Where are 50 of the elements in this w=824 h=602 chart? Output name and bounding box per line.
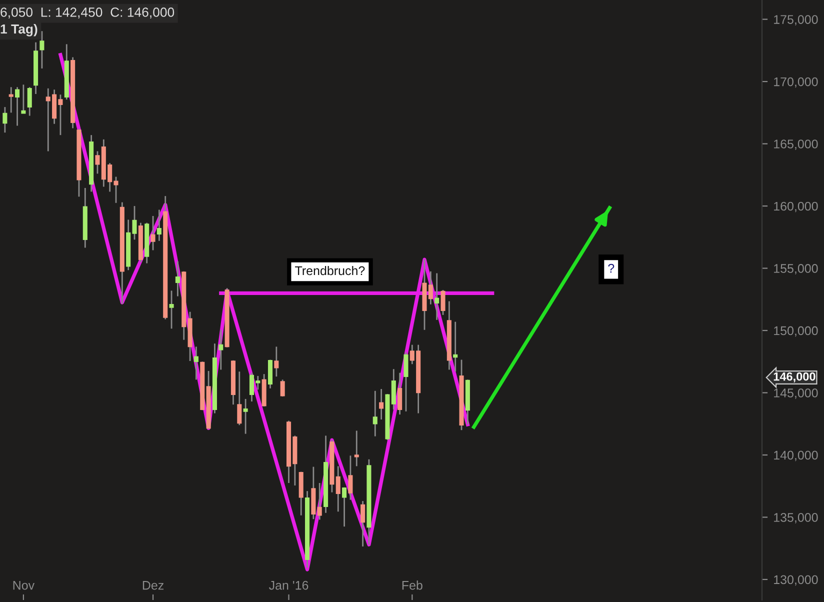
candlestick <box>379 388 384 420</box>
candlestick <box>8 86 14 114</box>
candlestick <box>274 346 279 378</box>
candlestick <box>156 209 162 242</box>
candlestick <box>372 390 378 437</box>
candlestick <box>354 430 359 467</box>
candlestick <box>27 86 32 116</box>
candlestick <box>40 30 44 70</box>
candlestick <box>398 372 402 416</box>
candlestick <box>317 482 322 520</box>
x-tick-label: Feb <box>402 580 422 590</box>
candlestick <box>360 500 366 548</box>
candlestick <box>453 321 458 372</box>
candlestick <box>175 260 180 297</box>
x-tick-label: Dez <box>142 581 164 590</box>
candlestick <box>150 215 156 251</box>
candlestick <box>243 398 248 435</box>
candlestick <box>434 272 440 321</box>
y-tick-label: 165,000 <box>774 140 818 150</box>
y-tick-label: 150,000 <box>774 326 818 337</box>
candlestick <box>404 352 408 412</box>
text: 146,000 <box>774 372 816 382</box>
candlestick <box>348 454 353 500</box>
candlestick <box>2 106 8 134</box>
x-tick-label: Jan '16 <box>268 580 308 590</box>
candlestick <box>280 378 285 398</box>
x-tick-label: Nov <box>13 581 35 590</box>
y-tick-label: 160,000 <box>774 202 818 212</box>
annotation: 1 Tag) <box>0 24 38 36</box>
y-tick-label: 175,000 <box>774 15 818 26</box>
y-tick-label: 145,000 <box>774 388 818 399</box>
candlestick <box>15 86 20 126</box>
candlestick <box>21 84 26 114</box>
y-tick-label: 135,000 <box>774 513 818 524</box>
candlestick <box>391 368 396 410</box>
y-tick-label: 140,000 <box>774 450 818 462</box>
y-tick-label: 155,000 <box>774 264 818 274</box>
candlestick <box>194 346 198 380</box>
candlestick <box>169 290 174 330</box>
annotation: 6,050 L: 142,450 C: 146,000 <box>0 8 174 18</box>
annotation: ? <box>608 264 614 273</box>
candlestick <box>237 370 242 426</box>
candlestick <box>342 486 347 528</box>
candlestick <box>336 465 340 512</box>
annotation: Trendbruch? <box>295 266 365 276</box>
candlestick <box>268 359 273 390</box>
candlestick <box>218 329 224 370</box>
candlestick <box>440 289 446 316</box>
y-tick-label: 170,000 <box>774 77 818 88</box>
y-tick-label: 130,000 <box>774 575 818 586</box>
